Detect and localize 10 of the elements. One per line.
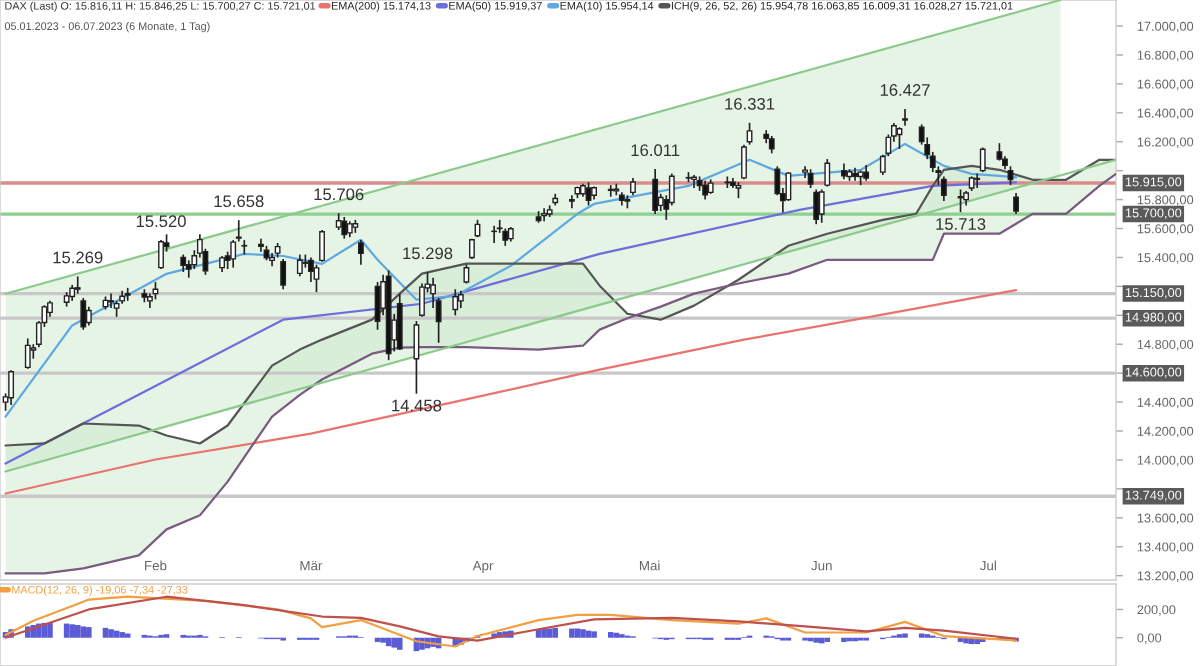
annotation: 15.658 [214,195,264,208]
annotation: 15.520 [136,215,186,228]
annotation: 16.427 [880,84,930,96]
annotation: 16.331 [725,97,775,110]
annotation: 14.458 [392,399,442,412]
annotation: 15.706 [314,188,364,201]
annotation: 16.011 [631,144,680,157]
annotation: 15.298 [403,247,453,260]
annotation: 15.713 [936,218,986,230]
annotation: 15.269 [53,251,103,264]
